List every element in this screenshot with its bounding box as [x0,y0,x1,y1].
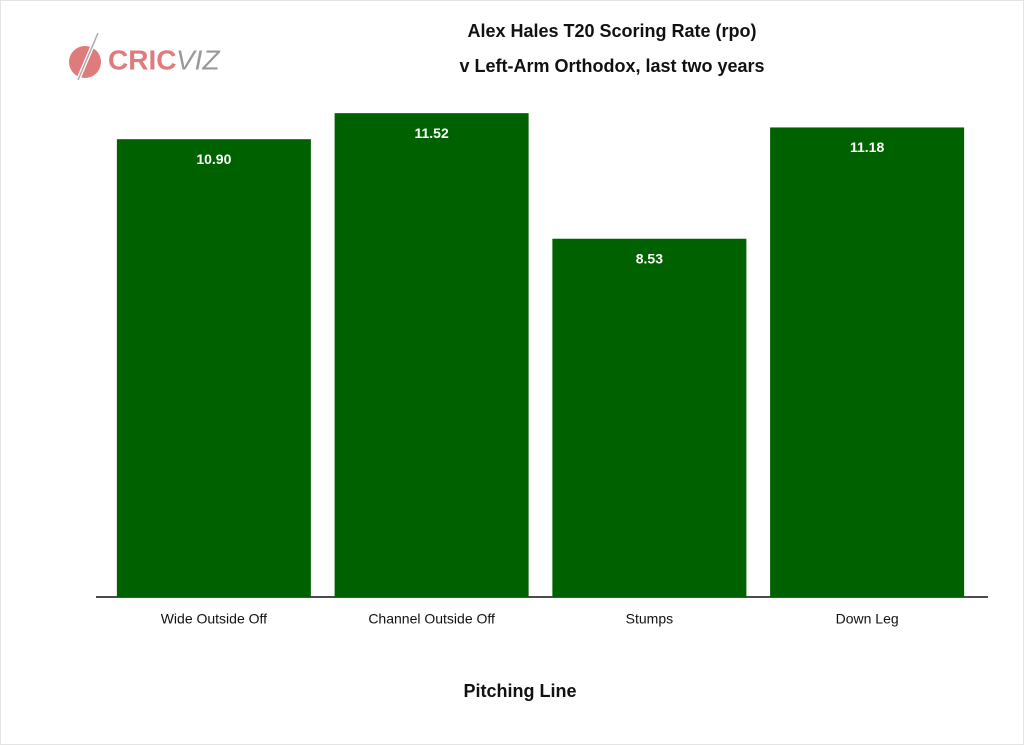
bar [116,139,311,597]
value-label: 11.18 [850,139,884,155]
chart-title: Alex Hales T20 Scoring Rate (rpo) [467,21,756,41]
logo: CRIC VIZ [69,32,220,81]
x-axis-label: Pitching Line [463,681,576,701]
x-tick-label: Wide Outside Off [161,611,267,627]
chart-subtitle: v Left-Arm Orthodox, last two years [459,56,764,76]
x-tick-label: Down Leg [836,611,899,627]
logo-text: VIZ [176,44,220,75]
x-tick-label: Channel Outside Off [368,611,495,627]
logo-text: CRIC [108,44,176,75]
value-label: 8.53 [636,250,663,266]
bar [552,238,747,598]
value-label: 11.52 [414,125,448,141]
logo-bat-edge [77,32,99,81]
bar [334,113,529,597]
x-tick-label: Stumps [626,611,673,627]
bar [770,127,965,597]
value-label: 10.90 [196,151,231,167]
